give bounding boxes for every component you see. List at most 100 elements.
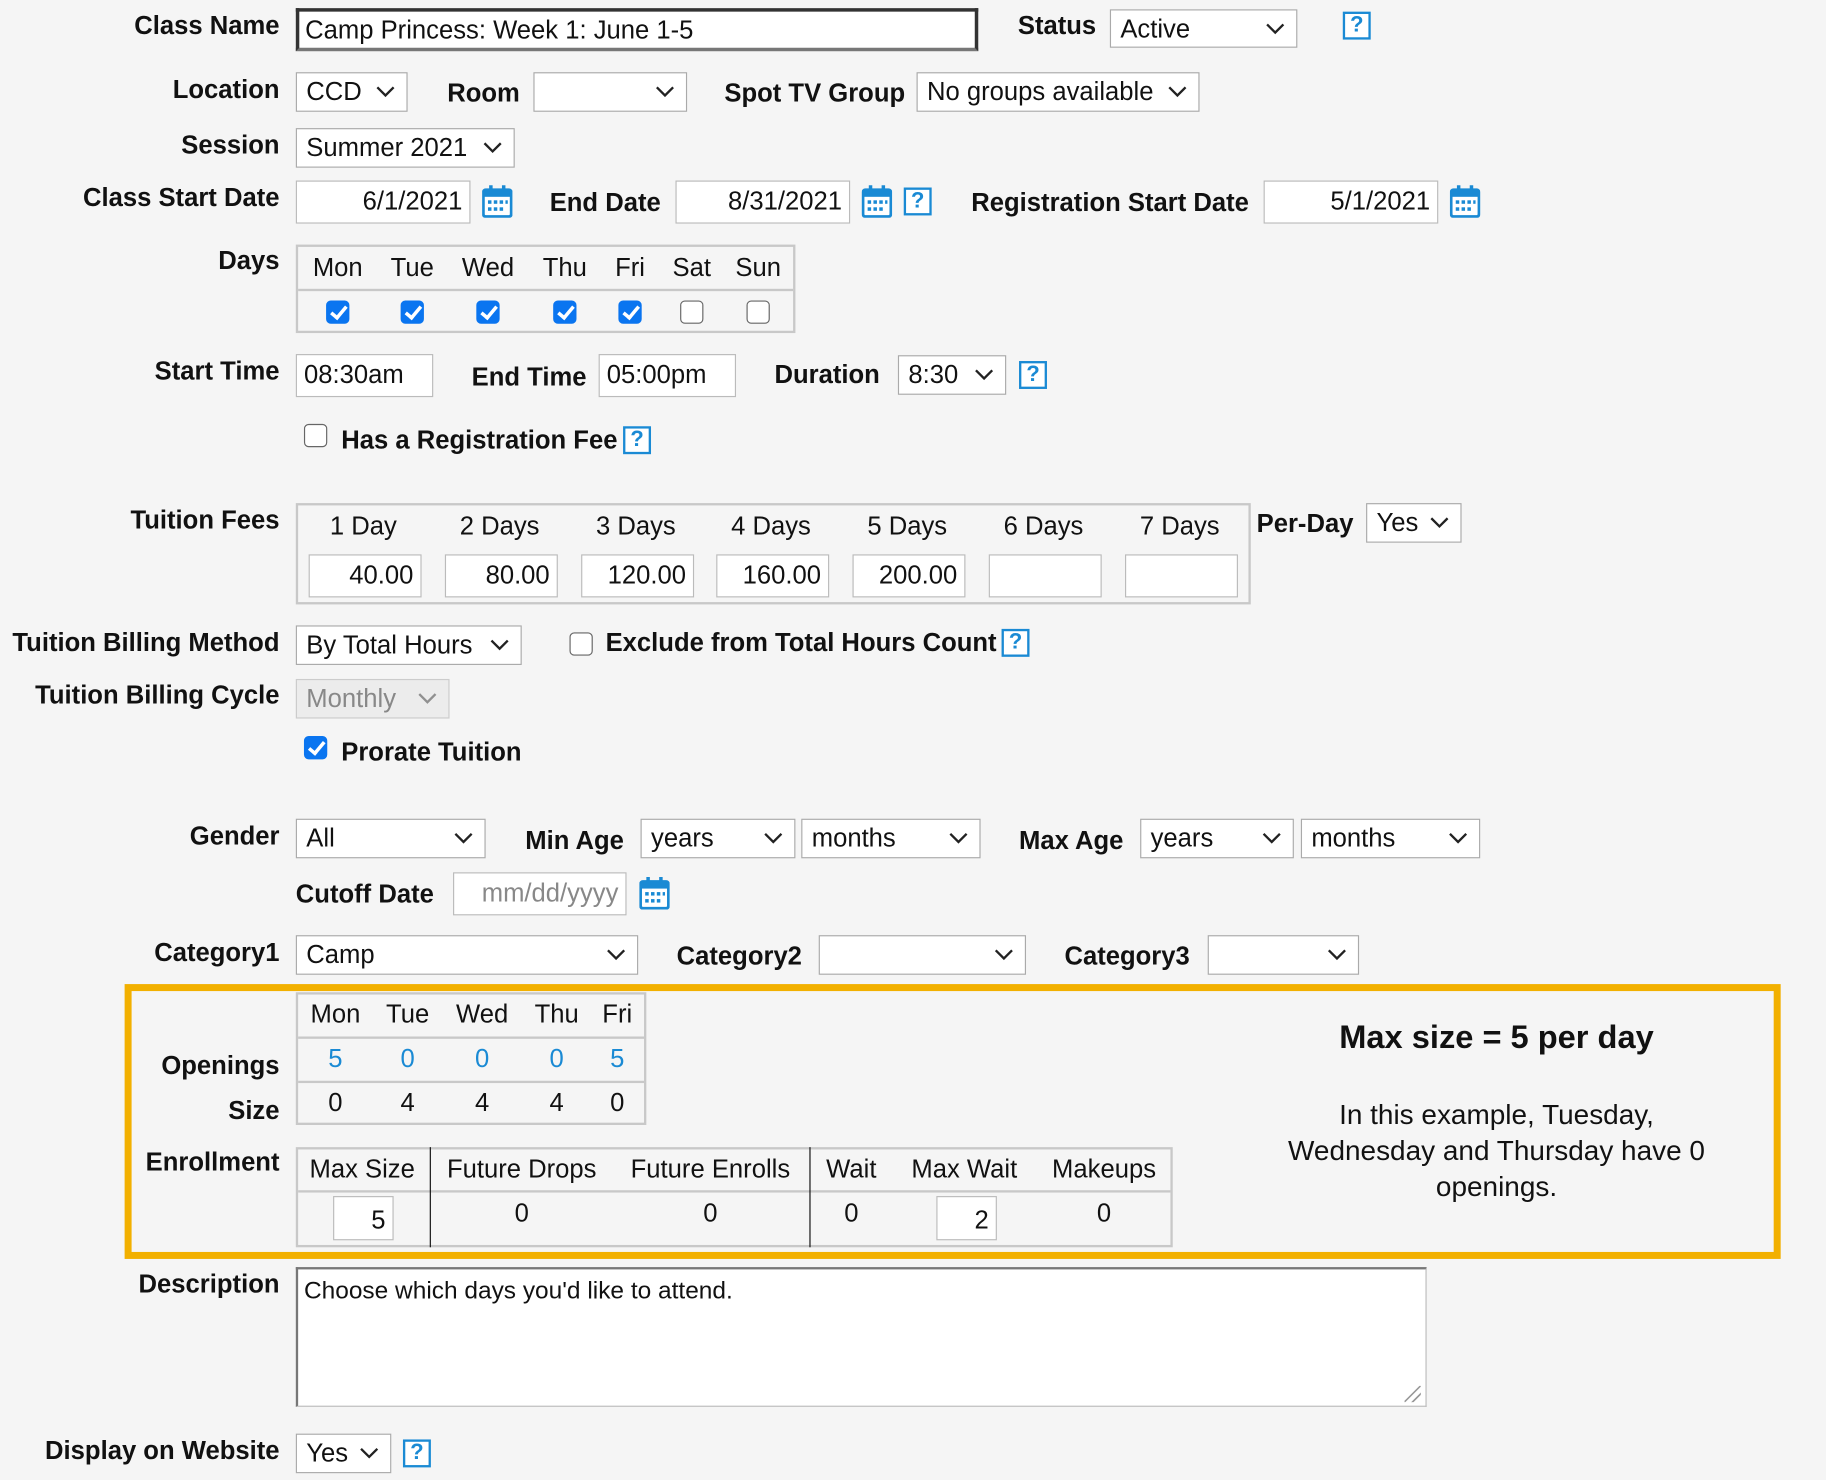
- billing-method-label: Tuition Billing Method: [12, 627, 280, 657]
- calendar-icon[interactable]: [862, 185, 892, 218]
- size-value: 4: [549, 1087, 564, 1117]
- chevron-down-icon: [656, 86, 675, 98]
- class-name-input[interactable]: Camp Princess: Week 1: June 1-5: [295, 8, 979, 52]
- start-time-input[interactable]: 08:30am: [295, 354, 434, 398]
- tuition-fee-input[interactable]: 40.00: [308, 554, 422, 598]
- display-on-website-label: Display on Website: [45, 1435, 280, 1466]
- resize-handle[interactable]: [1404, 1385, 1421, 1403]
- location-value: CCD: [306, 76, 362, 106]
- day-header-mon: Mon: [312, 252, 363, 282]
- registration-start-date-input[interactable]: 5/1/2021: [1263, 180, 1439, 224]
- note-title: Max size = 5 per day: [1339, 1019, 1654, 1056]
- prorate-tuition-checkbox[interactable]: [303, 736, 328, 760]
- min-age-months-value: months: [811, 823, 896, 853]
- day-header-thu: Thu: [542, 252, 587, 282]
- tuition-fee-input[interactable]: 80.00: [444, 554, 558, 598]
- tuition-header: 4 Days: [731, 511, 811, 541]
- openings-value[interactable]: 0: [400, 1043, 415, 1073]
- day-checkbox-thu[interactable]: [553, 300, 577, 324]
- help-icon[interactable]: ?: [1342, 11, 1371, 40]
- enrollment-header-max-size: Max Size: [309, 1154, 415, 1184]
- help-icon[interactable]: ?: [402, 1439, 431, 1468]
- registration-start-date-label: Registration Start Date: [971, 187, 1249, 217]
- day-checkbox-fri[interactable]: [618, 300, 642, 324]
- help-icon[interactable]: ?: [903, 187, 932, 216]
- help-icon[interactable]: ?: [1019, 361, 1047, 389]
- category3-select[interactable]: [1207, 935, 1360, 975]
- min-age-years-select[interactable]: years: [640, 818, 796, 859]
- end-time-input[interactable]: 05:00pm: [598, 354, 737, 398]
- category2-select[interactable]: [818, 935, 1027, 975]
- location-select[interactable]: CCD: [295, 72, 408, 112]
- openings-value[interactable]: 5: [610, 1043, 625, 1073]
- tuition-fee-input[interactable]: [988, 554, 1102, 598]
- enrollment-header-max-wait: Max Wait: [911, 1154, 1018, 1184]
- gender-select[interactable]: All: [295, 818, 486, 859]
- chevron-down-icon: [376, 86, 395, 98]
- makeups-value: 0: [1096, 1198, 1112, 1228]
- room-select[interactable]: [533, 72, 688, 112]
- registration-fee-checkbox[interactable]: [303, 423, 328, 448]
- days-table: [295, 244, 796, 334]
- max-size-input[interactable]: 5: [333, 1196, 394, 1241]
- day-checkbox-mon[interactable]: [326, 300, 350, 324]
- billing-cycle-label: Tuition Billing Cycle: [35, 680, 280, 710]
- status-select[interactable]: Active: [1109, 9, 1298, 48]
- category1-select[interactable]: Camp: [295, 935, 639, 975]
- days-label: Days: [218, 245, 280, 275]
- session-select[interactable]: Summer 2021: [295, 128, 515, 168]
- day-header-wed: Wed: [461, 252, 515, 282]
- day-checkbox-sun[interactable]: [746, 300, 770, 324]
- billing-method-value: By Total Hours: [306, 630, 473, 660]
- duration-label: Duration: [774, 359, 880, 389]
- billing-method-select[interactable]: By Total Hours: [295, 625, 522, 665]
- max-age-months-select[interactable]: months: [1300, 818, 1481, 859]
- per-day-select[interactable]: Yes: [1366, 503, 1462, 543]
- display-on-website-select[interactable]: Yes: [295, 1433, 392, 1474]
- chevron-down-icon: [360, 1448, 379, 1460]
- spot-tv-group-value: No groups available: [927, 76, 1154, 106]
- size-value: 4: [475, 1087, 490, 1117]
- end-date-label: End Date: [549, 187, 661, 217]
- billing-cycle-value: Monthly: [306, 683, 397, 713]
- max-wait-input[interactable]: 2: [936, 1196, 997, 1241]
- calendar-icon[interactable]: [1450, 185, 1480, 218]
- help-icon[interactable]: ?: [1001, 628, 1030, 657]
- category2-label: Category2: [676, 940, 802, 971]
- tuition-fee-input[interactable]: 120.00: [581, 554, 695, 598]
- openings-value[interactable]: 0: [475, 1043, 490, 1073]
- openings-value[interactable]: 5: [328, 1043, 343, 1073]
- day-checkbox-tue[interactable]: [400, 300, 424, 324]
- session-value: Summer 2021: [306, 132, 468, 162]
- note-body: In this example, Tuesday, Wednesday and …: [1288, 1099, 1705, 1204]
- end-date-input[interactable]: 8/31/2021: [675, 180, 851, 224]
- description-textarea[interactable]: Choose which days you'd like to attend.: [295, 1267, 1427, 1407]
- calendar-icon[interactable]: [639, 877, 669, 910]
- cutoff-date-input[interactable]: mm/dd/yyyy: [453, 872, 627, 916]
- category1-value: Camp: [306, 939, 375, 969]
- prorate-tuition-label: Prorate Tuition: [341, 737, 522, 767]
- day-checkbox-wed[interactable]: [476, 300, 500, 324]
- min-age-months-select[interactable]: months: [801, 818, 981, 859]
- exclude-hours-checkbox[interactable]: [569, 632, 593, 656]
- calendar-icon[interactable]: [482, 185, 512, 218]
- status-label: Status: [1017, 10, 1097, 40]
- duration-select[interactable]: 8:30: [897, 355, 1007, 395]
- tuition-fee-input[interactable]: 200.00: [852, 554, 966, 598]
- room-label: Room: [447, 78, 520, 108]
- openings-value[interactable]: 0: [549, 1043, 564, 1073]
- end-time-label: End Time: [471, 362, 587, 392]
- tuition-header: 3 Days: [595, 511, 676, 541]
- tuition-fee-input[interactable]: [1125, 554, 1238, 598]
- help-icon[interactable]: ?: [623, 426, 652, 455]
- chevron-down-icon: [490, 639, 509, 651]
- chevron-down-icon: [1262, 833, 1281, 845]
- per-day-value: Yes: [1376, 507, 1419, 537]
- day-checkbox-sat[interactable]: [680, 300, 704, 324]
- spot-tv-group-select[interactable]: No groups available: [916, 72, 1200, 112]
- class-start-date-input[interactable]: 6/1/2021: [295, 180, 471, 224]
- max-age-years-select[interactable]: years: [1140, 818, 1294, 859]
- spot-tv-group-label: Spot TV Group: [724, 78, 906, 108]
- tuition-fee-input[interactable]: 160.00: [716, 554, 830, 598]
- tuition-fees-label: Tuition Fees: [130, 505, 280, 535]
